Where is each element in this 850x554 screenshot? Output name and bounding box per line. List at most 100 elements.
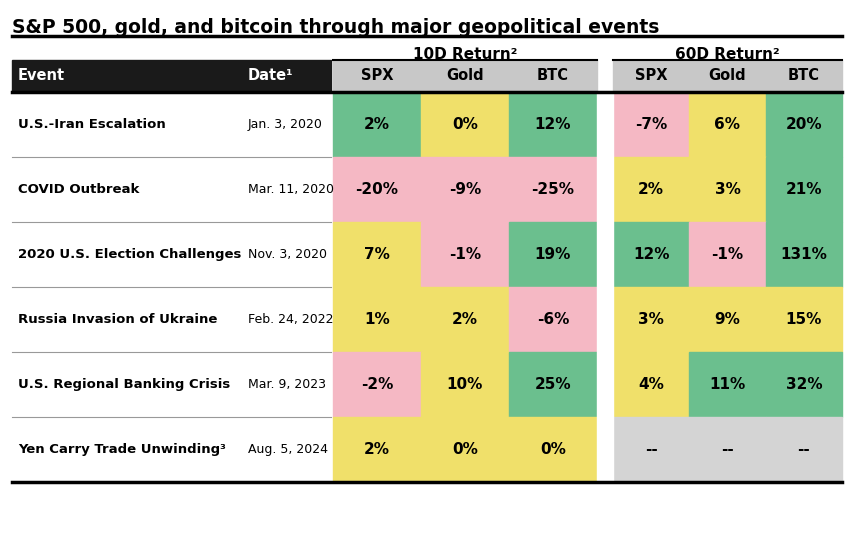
Text: -6%: -6% [537,312,570,327]
Bar [509,92,597,157]
Text: Nov. 3, 2020: Nov. 3, 2020 [248,248,327,261]
Text: 0%: 0% [540,442,566,457]
Text: 1%: 1% [364,312,390,327]
Bar [766,417,842,482]
Text: Mar. 11, 2020: Mar. 11, 2020 [248,183,334,196]
Text: --: -- [645,442,658,457]
Text: Gold: Gold [709,69,746,84]
Bar [509,222,597,287]
Text: 32%: 32% [785,377,822,392]
Text: U.S. Regional Banking Crisis: U.S. Regional Banking Crisis [18,378,230,391]
Text: BTC: BTC [537,69,569,84]
Text: -1%: -1% [711,247,744,262]
Bar [613,287,689,352]
Text: 6%: 6% [715,117,740,132]
Bar [421,352,509,417]
Bar [421,287,509,352]
Text: Mar. 9, 2023: Mar. 9, 2023 [248,378,326,391]
Text: --: -- [721,442,734,457]
Bar [333,157,421,222]
Bar [689,352,766,417]
Bar [689,157,766,222]
Text: 21%: 21% [785,182,822,197]
Text: COVID Outbreak: COVID Outbreak [18,183,139,196]
Text: 2020 U.S. Election Challenges: 2020 U.S. Election Challenges [18,248,241,261]
Text: U.S.-Iran Escalation: U.S.-Iran Escalation [18,118,166,131]
Text: -7%: -7% [635,117,667,132]
Text: -25%: -25% [531,182,575,197]
Text: 0%: 0% [452,442,478,457]
Bar [766,60,842,92]
Bar [689,222,766,287]
Bar [333,287,421,352]
Text: 2%: 2% [452,312,478,327]
Text: 0%: 0% [452,117,478,132]
Bar [766,352,842,417]
Text: 15%: 15% [785,312,822,327]
Text: Russia Invasion of Ukraine: Russia Invasion of Ukraine [18,313,218,326]
Text: 2%: 2% [364,442,390,457]
Bar [509,287,597,352]
Text: Yen Carry Trade Unwinding³: Yen Carry Trade Unwinding³ [18,443,226,456]
Text: 4%: 4% [638,377,664,392]
Text: Aug. 5, 2024: Aug. 5, 2024 [248,443,328,456]
Bar [421,417,509,482]
Bar [613,417,689,482]
Text: SPX: SPX [360,69,394,84]
Text: -20%: -20% [355,182,399,197]
Text: SPX: SPX [635,69,667,84]
Bar [613,92,689,157]
Text: 3%: 3% [715,182,740,197]
Text: -1%: -1% [449,247,481,262]
Text: 3%: 3% [638,312,664,327]
Bar [421,60,509,92]
Text: 20%: 20% [785,117,822,132]
Bar [12,60,331,92]
Text: 12%: 12% [535,117,571,132]
Bar [421,92,509,157]
Bar [689,92,766,157]
Text: Feb. 24, 2022: Feb. 24, 2022 [248,313,333,326]
Text: 10%: 10% [447,377,483,392]
Text: Gold: Gold [446,69,484,84]
Bar [333,352,421,417]
Bar [766,287,842,352]
Text: 2%: 2% [638,182,664,197]
Text: 11%: 11% [710,377,745,392]
Bar [333,417,421,482]
Bar [689,287,766,352]
Text: S&P 500, gold, and bitcoin through major geopolitical events: S&P 500, gold, and bitcoin through major… [12,18,660,37]
Text: 2%: 2% [364,117,390,132]
Text: 19%: 19% [535,247,571,262]
Bar [421,157,509,222]
Bar [509,60,597,92]
Bar [613,157,689,222]
Text: 60D Return²: 60D Return² [675,47,779,62]
Bar [333,60,421,92]
Bar [766,92,842,157]
Bar [689,60,766,92]
Bar [613,222,689,287]
Bar [421,222,509,287]
Bar [597,92,613,482]
Bar [333,222,421,287]
Bar [613,352,689,417]
Text: 12%: 12% [633,247,670,262]
Text: BTC: BTC [788,69,820,84]
Bar [689,417,766,482]
Text: 7%: 7% [364,247,390,262]
Bar [766,222,842,287]
Text: 9%: 9% [715,312,740,327]
Text: 10D Return²: 10D Return² [413,47,517,62]
Bar [509,417,597,482]
Bar [766,157,842,222]
Bar [333,92,421,157]
Text: -2%: -2% [360,377,394,392]
Text: Event: Event [18,69,65,84]
Text: 131%: 131% [780,247,827,262]
Text: -9%: -9% [449,182,481,197]
Bar [509,157,597,222]
Text: --: -- [797,442,810,457]
Text: 25%: 25% [535,377,571,392]
Text: Date¹: Date¹ [248,69,293,84]
